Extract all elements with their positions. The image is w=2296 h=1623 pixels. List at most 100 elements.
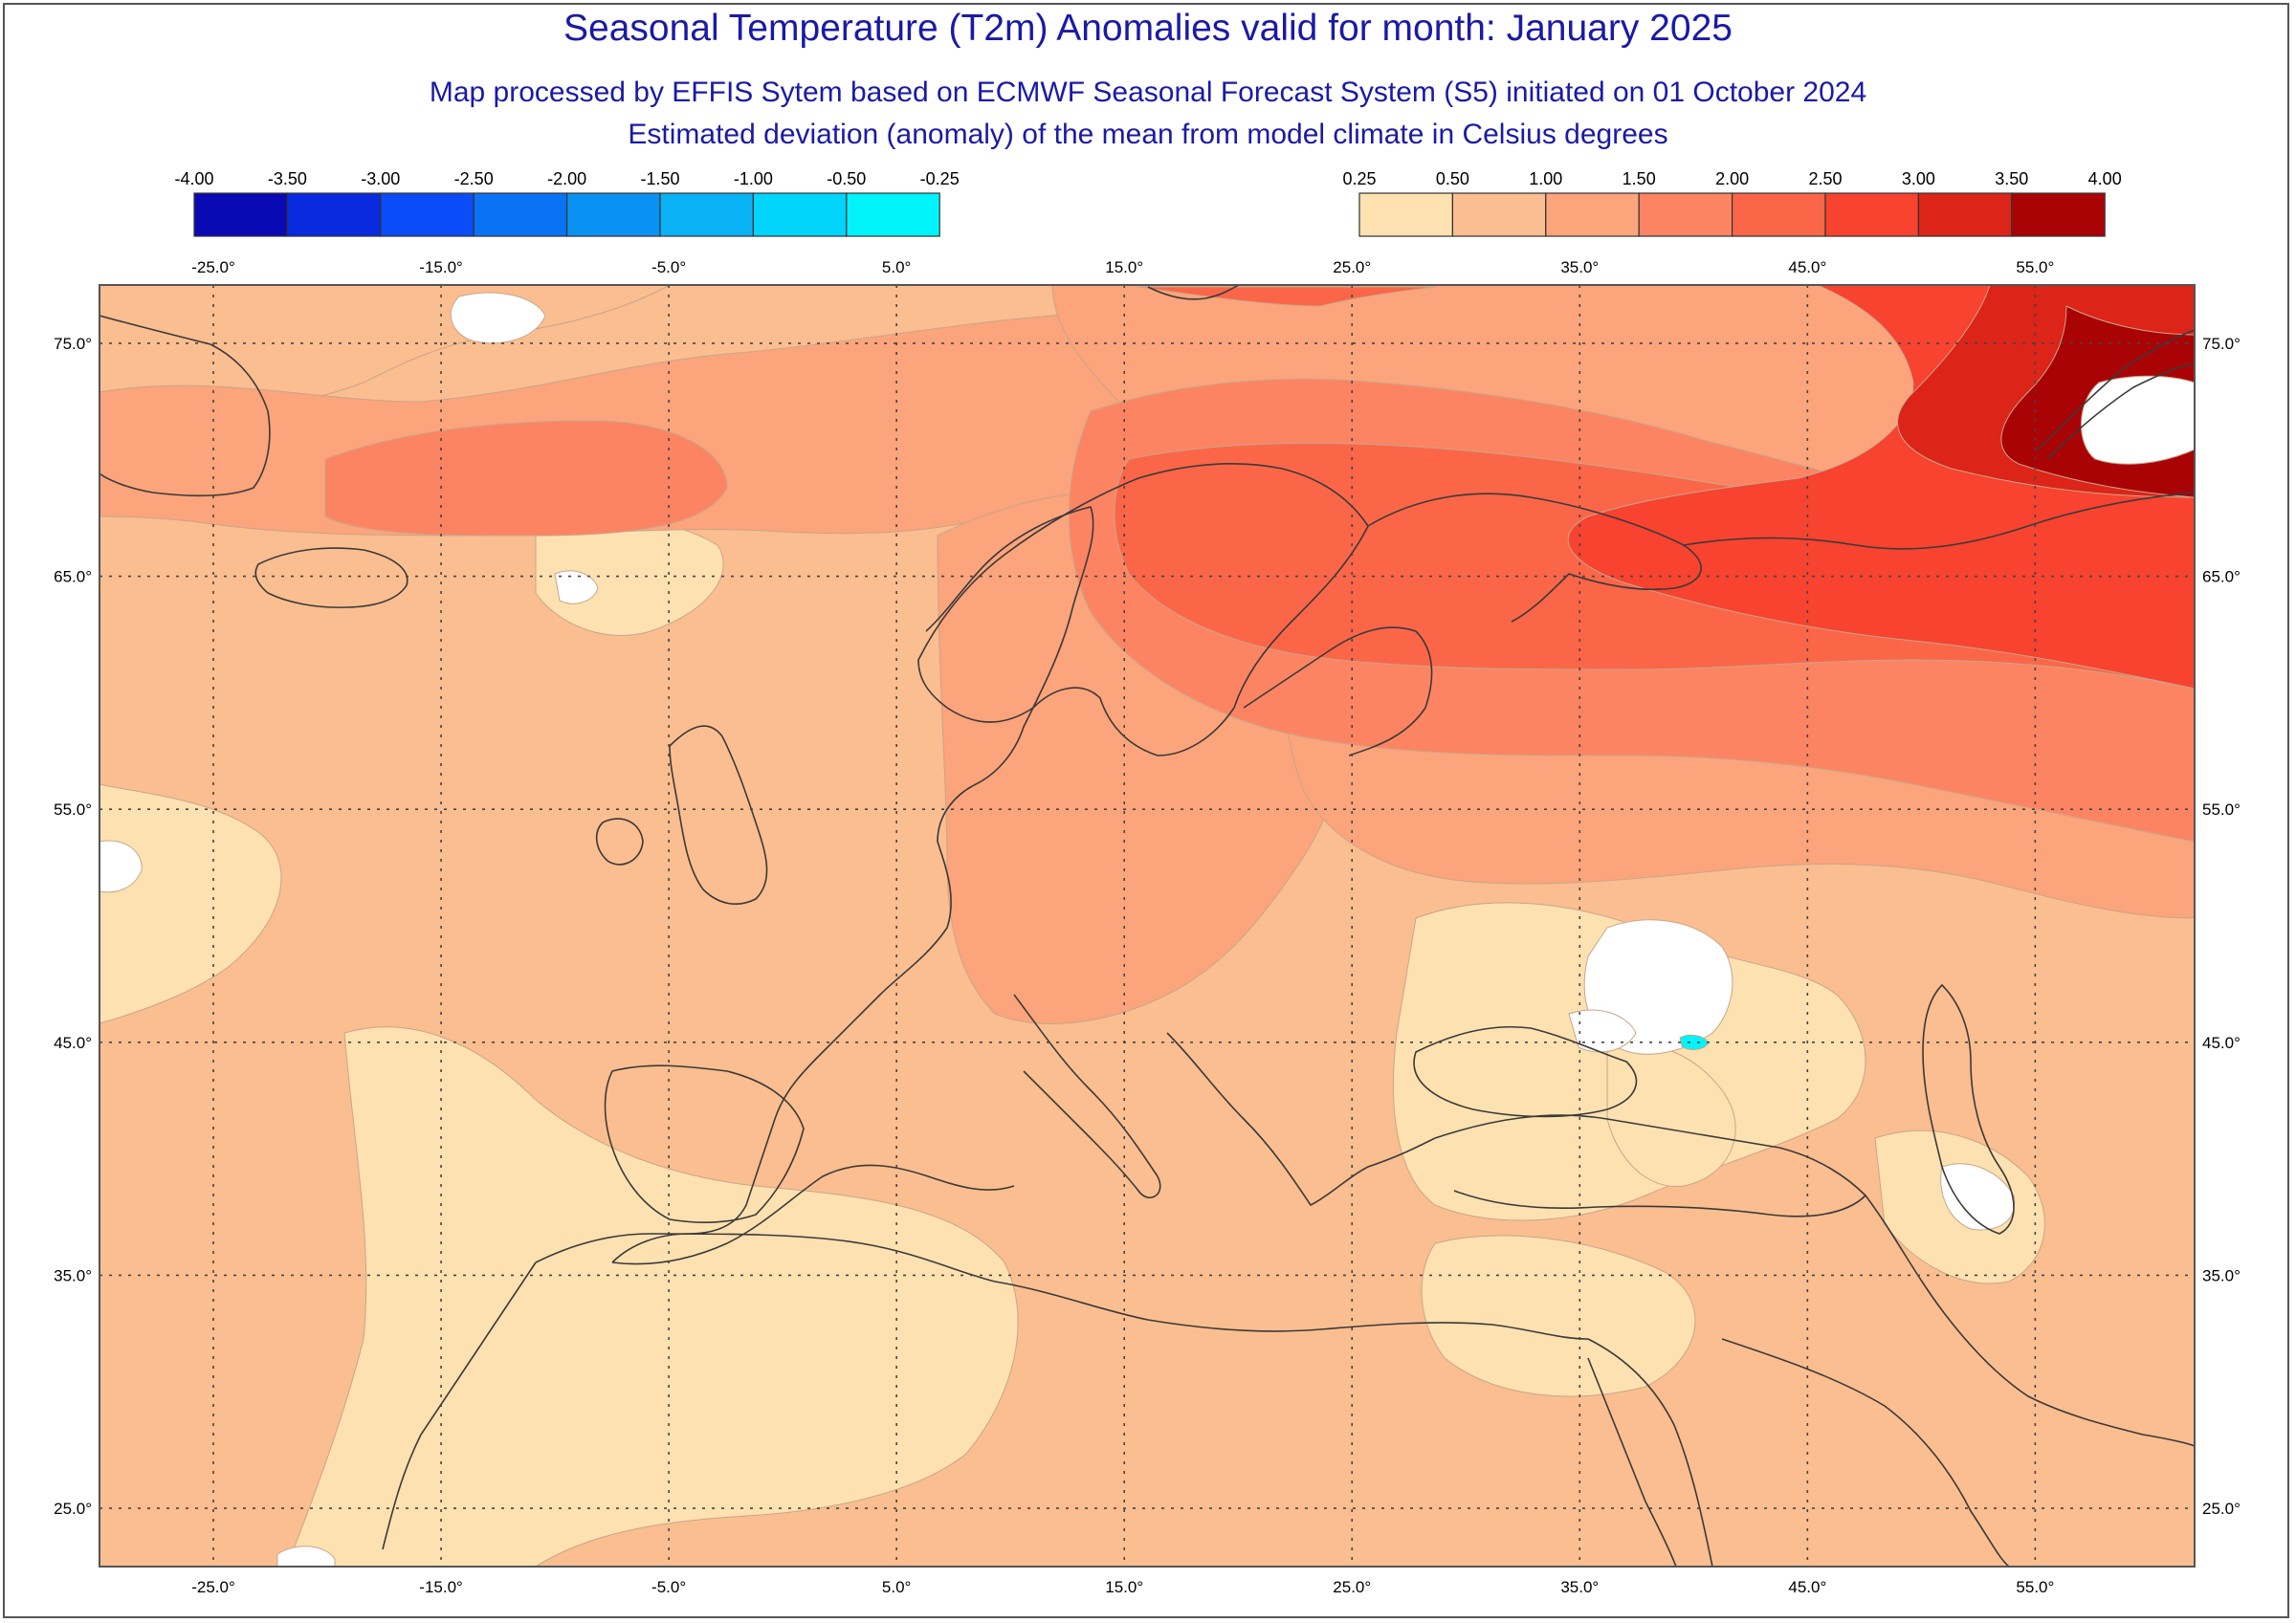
colorbar-negative-swatch — [565, 192, 661, 237]
colorbar-positive-label: 2.00 — [1715, 169, 1749, 188]
anomaly-region-eastern-med — [1421, 1235, 1696, 1397]
coastline-path — [1683, 492, 2195, 550]
colorbar-negative-swatch — [846, 192, 940, 237]
colorbar-positive-swatch — [1917, 192, 2013, 237]
colorbar-negative-label: -2.50 — [454, 169, 494, 188]
map-area — [99, 285, 2195, 1567]
colorbar-positive: 0.25 0.50 1.00 1.50 2.00 2.50 3.00 3.50 4.00 — [1342, 169, 2122, 237]
no-anomaly-area-sahara-south — [276, 1546, 336, 1567]
coastline-path — [1434, 1114, 1867, 1217]
longitude-label-bottom: 25.0° — [1333, 1578, 1371, 1596]
coastline-path — [1922, 983, 2015, 1235]
coastline-path — [254, 547, 408, 608]
coastline-path — [1147, 285, 1240, 300]
coastlines — [99, 285, 2195, 1567]
longitude-label-top: 35.0° — [1560, 258, 1599, 276]
colorbar-negative: -4.00 -3.50 -3.00 -2.50 -2.00 -1.50 -1.00 -0.50… — [174, 169, 960, 237]
colorbar-positive-swatch — [1638, 192, 1733, 237]
longitude-label-bottom: 35.0° — [1560, 1578, 1599, 1596]
longitude-label-bottom: 15.0° — [1105, 1578, 1143, 1596]
colorbar-negative-label: -4.00 — [174, 169, 213, 188]
coastline-path — [1587, 1338, 1713, 1567]
colorbar-negative-swatch — [286, 192, 382, 237]
latitude-label-left: 55.0° — [54, 801, 92, 819]
anomaly-contour-fields — [99, 285, 2195, 1567]
colorbar-positive-swatch — [1358, 192, 1454, 237]
colorbar-positive-swatch — [1451, 192, 1547, 237]
longitude-label-bottom: -5.0° — [651, 1578, 686, 1596]
coastline-path — [611, 1164, 1015, 1265]
longitude-label-top: -25.0° — [191, 258, 235, 276]
coastline-path — [917, 463, 1369, 757]
colorbar-positive-label: 0.25 — [1342, 169, 1376, 188]
colorbar-negative-label: -0.25 — [920, 169, 960, 188]
coastline-path — [604, 1064, 805, 1224]
latitude-label-right: 25.0° — [2202, 1500, 2241, 1518]
coastline-path — [1013, 994, 1161, 1198]
anomaly-region-greenland-sea — [324, 420, 728, 537]
longitude-label-bottom: -25.0° — [191, 1578, 235, 1596]
longitude-label-top: 15.0° — [1105, 258, 1143, 276]
map-subtitle-processing: Map processed by EFFIS Sytem based on EC… — [429, 77, 1867, 108]
colorbar-negative-label: -3.00 — [361, 169, 400, 188]
latitude-label-right: 35.0° — [2202, 1266, 2241, 1284]
longitude-label-top: -15.0° — [419, 258, 463, 276]
anomaly-region-sahara — [286, 1026, 1019, 1567]
latitude-labels-left: 75.0° 65.0° 55.0° 45.0° 35.0° 25.0° — [54, 335, 92, 1518]
colorbar-negative-label: -1.00 — [734, 169, 773, 188]
map-border — [99, 284, 2196, 1568]
latitude-label-right: 55.0° — [2202, 801, 2241, 819]
colorbar-negative-label: -2.00 — [547, 169, 586, 188]
colorbar-positive-label: 3.50 — [1995, 169, 2028, 188]
colorbar-negative-label: -3.50 — [268, 169, 307, 188]
map-title: Seasonal Temperature (T2m) Anomalies val… — [563, 8, 1733, 49]
longitude-label-top: 45.0° — [1788, 258, 1826, 276]
longitude-labels-bottom: -25.0° -15.0° -5.0° 5.0° 15.0° 25.0° 35.0° 45.0… — [191, 1578, 2054, 1596]
no-anomaly-area-norwegian-sea — [554, 570, 599, 604]
longitude-labels-top: -25.0° -15.0° -5.0° 5.0° 15.0° 25.0° 35.0° 45.0… — [191, 258, 2054, 276]
latitude-label-left: 65.0° — [54, 568, 92, 586]
colorbar-positive-swatch — [1824, 192, 1920, 237]
coastline-path — [1721, 1338, 2010, 1567]
colorbar-negative-swatch — [380, 192, 475, 237]
colorbar-positive-label: 1.50 — [1623, 169, 1656, 188]
colorbar-positive-label: 2.50 — [1808, 169, 1842, 188]
colorbar-positive-swatch — [2011, 192, 2106, 237]
no-anomaly-area-caspian-south — [1940, 1163, 2016, 1231]
colorbar-negative-label: -0.50 — [827, 169, 866, 188]
colorbar-positive-label: 4.00 — [2088, 169, 2122, 188]
colorbar-negative-label: -1.50 — [640, 169, 679, 188]
longitude-label-top: 5.0° — [882, 258, 911, 276]
longitude-label-bottom: 45.0° — [1788, 1578, 1826, 1596]
colorbar-positive-label: 0.50 — [1436, 169, 1469, 188]
longitude-label-bottom: 55.0° — [2016, 1578, 2054, 1596]
coastline-path — [611, 506, 1094, 1263]
colorbar-negative-swatch — [473, 192, 568, 237]
coastline-path — [2037, 329, 2195, 450]
coastline-path — [1865, 1195, 2195, 1447]
no-anomaly-area-atlantic — [99, 840, 143, 893]
latitude-label-right: 75.0° — [2202, 335, 2241, 353]
coastline-path — [99, 315, 271, 497]
coastline-path — [535, 1233, 1589, 1340]
colorbar-positive-swatch — [1731, 192, 1826, 237]
coastline-path — [382, 1261, 537, 1550]
longitude-label-top: 55.0° — [2016, 258, 2054, 276]
longitude-label-bottom: -15.0° — [419, 1578, 463, 1596]
coastline-path — [1166, 1032, 1436, 1207]
latitude-label-left: 75.0° — [54, 335, 92, 353]
colorbar-positive-label: 3.00 — [1902, 169, 1935, 188]
latitude-label-left: 25.0° — [54, 1500, 92, 1518]
colorbar-negative-swatch — [659, 192, 755, 237]
lat-lon-grid — [99, 285, 2195, 1567]
no-anomaly-area-novaya-zemlya — [2080, 375, 2195, 465]
latitude-label-right: 65.0° — [2202, 568, 2241, 586]
longitude-label-top: -5.0° — [651, 258, 686, 276]
coastline-path — [1367, 493, 1702, 623]
latitude-label-left: 35.0° — [54, 1266, 92, 1284]
colorbar-negative-swatch — [193, 192, 289, 237]
coastline-path — [669, 725, 768, 905]
colorbar-negative-swatch — [752, 192, 848, 237]
map-subtitle-units: Estimated deviation (anomaly) of the mea… — [628, 119, 1668, 150]
coastline-path — [595, 818, 644, 866]
